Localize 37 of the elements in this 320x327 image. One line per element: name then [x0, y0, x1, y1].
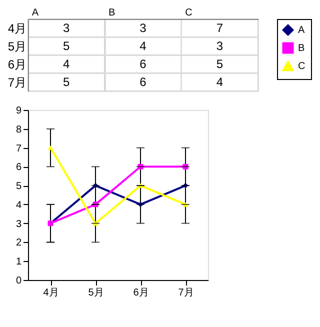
data-label: 4	[62, 57, 70, 71]
y-tick-label: 6月	[8, 58, 26, 72]
data-label: 5	[62, 75, 70, 89]
data-label: 5	[62, 39, 70, 53]
x-tick-label: 6月	[133, 288, 149, 298]
data-label: 5	[216, 57, 224, 71]
legend-label: B	[298, 43, 305, 54]
x-tick-label: A	[32, 8, 39, 18]
legend-label: C	[298, 61, 306, 72]
x-tick-label: 7月	[178, 288, 194, 298]
data-label: 7	[216, 21, 224, 35]
point	[48, 145, 54, 150]
data-label: 6	[140, 75, 147, 89]
data-label: 3	[62, 21, 70, 35]
y-tick-label: 1	[16, 256, 22, 268]
x-tick-label: 5月	[88, 288, 104, 298]
data-label: 3	[216, 39, 224, 53]
y-tick-label: 7	[16, 143, 22, 154]
y-tick-label: 2	[16, 238, 22, 249]
y-tick-label: 7月	[8, 76, 26, 90]
y-tick-label: 6	[16, 162, 22, 174]
y-tick-label: 0	[16, 276, 22, 286]
y-tick-label: 3	[16, 218, 22, 230]
legend-label: A	[298, 25, 305, 36]
y-tick-label: 4月	[8, 22, 26, 36]
data-label: 3	[140, 21, 147, 35]
y-tick-label: 8	[16, 124, 22, 136]
data-label: 4	[216, 75, 224, 89]
y-tick-label: 5	[16, 181, 22, 192]
data-label: 6	[140, 57, 147, 71]
x-tick-label: 4月	[43, 288, 59, 298]
y-tick-label: 4	[16, 200, 22, 211]
data-label: 4	[140, 39, 147, 53]
y-tick-label: 9	[16, 106, 22, 116]
x-tick-label: B	[108, 8, 116, 18]
x-tick-label: C	[185, 8, 192, 18]
y-tick-label: 5月	[8, 40, 26, 54]
